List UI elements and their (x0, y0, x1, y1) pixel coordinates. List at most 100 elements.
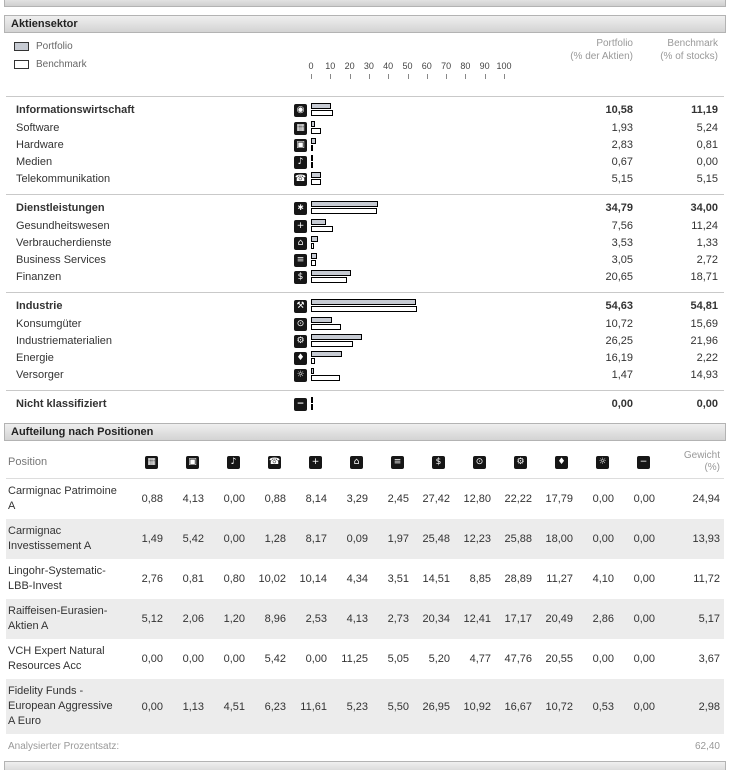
weight-value: 3,67 (698, 653, 720, 665)
sector-section-header: Aktiensektor (4, 15, 726, 33)
consumer-goods-icon: ⊙ (294, 317, 307, 331)
consumer-services-icon: ⌂ (350, 455, 363, 469)
sector-weight-value: 20,34 (422, 613, 450, 625)
sector-weight-value: 3,51 (387, 573, 409, 585)
sector-icon-cell: ☎ (294, 172, 311, 186)
benchmark-value: 1,33 (696, 236, 718, 249)
position-name: Lingohr-Systematic-LBB-Invest (8, 565, 106, 592)
information-sector-icon: ◉ (294, 103, 307, 117)
sector-row-konsumg-ter: Konsumgüter ⊙ 10,72 15,69 (6, 315, 724, 332)
portfolio-bar (311, 120, 315, 127)
benchmark-bar (311, 276, 347, 283)
sector-weight-value: 11,27 (546, 573, 573, 585)
portfolio-bar (311, 171, 321, 178)
sector-label: Versorger (16, 368, 64, 381)
sector-bars (311, 171, 511, 187)
hardware-icon: ▣ (294, 138, 307, 152)
portfolio-bar (311, 102, 331, 109)
sector-row-gesundheitswesen: Gesundheitswesen + 7,56 11,24 (6, 217, 724, 234)
portfolio-bar (311, 200, 378, 207)
position-row-fidelity-funds-european-aggressive-a-euro: Fidelity Funds - European Aggressive A E… (6, 679, 724, 734)
sector-bars (311, 298, 511, 314)
sector-bars (311, 102, 511, 118)
axis-label: 100 (496, 61, 512, 71)
manufacturing-sector-icon: ⚒ (294, 299, 307, 313)
sector-weight-value: 10,14 (299, 573, 327, 585)
position-row-carmignac-patrimoine-a: Carmignac Patrimoine A 0,88 4,13 0,00 0,88 8,… (6, 479, 724, 519)
sector-bars (311, 120, 511, 136)
benchmark-swatch-icon (14, 60, 29, 69)
portfolio-value: 3,53 (611, 236, 633, 249)
benchmark-bar (311, 109, 333, 116)
sector-weight-value: 0,00 (223, 493, 245, 505)
benchmark-value: 5,24 (696, 121, 718, 134)
benchmark-value: 2,72 (696, 253, 718, 266)
sector-row-industriematerialien: Industriematerialien ⚙ 26,25 21,96 (6, 332, 724, 349)
icon-column-header: ⌂ (329, 455, 370, 469)
sector-bars (311, 269, 511, 285)
sector-row-medien: Medien ♪ 0,67 0,00 (6, 153, 724, 170)
legend-portfolio-label: Portfolio (36, 41, 73, 52)
sector-weight-value: 0,00 (182, 653, 204, 665)
portfolio-bar (311, 367, 314, 374)
sector-label: Konsumgüter (16, 317, 82, 330)
benchmark-bar (311, 357, 315, 364)
portfolio-bar (311, 235, 318, 242)
sector-weight-value: 4,77 (469, 653, 491, 665)
sector-row-informationswirtschaft: Informationswirtschaft ◉ 10,58 11,19 (6, 96, 724, 119)
utilities-icon: ☼ (294, 368, 307, 382)
sector-weight-value: 20,49 (545, 613, 573, 625)
industrial-materials-icon: ⚙ (514, 455, 527, 469)
chart-axis: 0 10 20 30 40 50 60 70 80 90 100 (308, 61, 523, 85)
benchmark-bar (311, 323, 341, 330)
axis-tick (407, 74, 409, 79)
sector-weight-value: 0,00 (633, 493, 655, 505)
sector-icon-cell: ⚙ (294, 334, 311, 348)
axis-label: 50 (402, 61, 413, 71)
sector-weight-value: 8,14 (305, 493, 327, 505)
positions-section-header: Aufteilung nach Positionen (4, 423, 726, 441)
sector-weight-value: 20,55 (545, 653, 573, 665)
legend-item-portfolio: Portfolio (14, 41, 73, 52)
sector-row-nicht-klassifiziert: Nicht klassifiziert − 0,00 0,00 (6, 390, 724, 413)
axis-label: 0 (308, 61, 314, 71)
sector-weight-value: 5,12 (141, 613, 163, 625)
sector-weight-value: 4,51 (223, 700, 245, 713)
portfolio-value: 10,58 (605, 103, 633, 116)
axis-tick (368, 74, 370, 79)
sector-weight-value: 2,73 (387, 613, 409, 625)
benchmark-value: 14,93 (690, 368, 718, 381)
sector-bars (311, 218, 511, 234)
position-name: Fidelity Funds - European Aggressive A E… (8, 685, 113, 727)
sector-icon-cell: − (294, 397, 311, 411)
sector-row-hardware: Hardware ▣ 2,83 0,81 (6, 136, 724, 153)
benchmark-value: 0,81 (696, 138, 718, 151)
sector-row-versorger: Versorger ☼ 1,47 14,93 (6, 366, 724, 383)
axis-tick (484, 74, 486, 79)
sector-bars (311, 396, 511, 412)
sector-weight-value: 1,49 (141, 533, 163, 545)
portfolio-bar (311, 137, 316, 144)
sector-row-telekommunikation: Telekommunikation ☎ 5,15 5,15 (6, 170, 724, 187)
benchmark-bar (311, 374, 340, 381)
sector-weight-value: 1,97 (387, 533, 409, 545)
benchmark-bar (311, 403, 313, 410)
icon-column-header: ⚙ (493, 455, 534, 469)
portfolio-value: 1,93 (611, 121, 633, 134)
sector-icon-cell: $ (294, 270, 311, 284)
portfolio-bar (311, 252, 317, 259)
portfolio-value: 20,65 (605, 270, 633, 283)
benchmark-value: 54,81 (690, 299, 718, 312)
utilities-icon: ☼ (596, 455, 609, 469)
sector-weight-value: 25,88 (504, 533, 532, 545)
benchmark-bar (311, 161, 313, 168)
sector-icon-cell: ⊙ (294, 317, 311, 331)
sector-label: Hardware (16, 138, 64, 151)
portfolio-value: 2,83 (611, 138, 633, 151)
portfolio-value: 7,56 (611, 219, 633, 232)
sector-label: Software (16, 121, 60, 134)
benchmark-value: 2,22 (696, 351, 718, 364)
sector-weight-value: 2,45 (387, 493, 409, 505)
axis-label: 70 (441, 61, 452, 71)
icon-column-header: ♪ (206, 455, 247, 469)
